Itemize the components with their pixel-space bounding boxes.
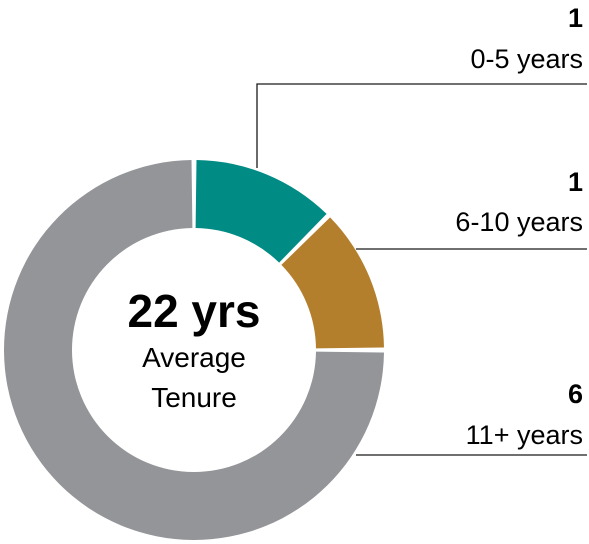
center-value: 22 yrs [127, 285, 260, 337]
slice-value-6-10-years: 1 [568, 167, 583, 197]
leader-lines [256, 83, 587, 456]
slice-0-5-years [195, 160, 327, 263]
slice-6-10-years [281, 217, 384, 349]
slice-value-11-plus-years: 6 [568, 379, 583, 409]
slice-label-6-10-years: 6-10 years [455, 207, 583, 237]
center-label-line2: Tenure [151, 382, 237, 413]
slice-label-0-5-years: 0-5 years [470, 44, 583, 74]
center-label-line1: Average [142, 342, 246, 373]
leader-line-0-5-years [256, 83, 587, 168]
donut-slices [4, 160, 384, 540]
slice-11-plus-years [4, 160, 384, 540]
slice-label-11-plus-years: 11+ years [466, 420, 583, 450]
slice-value-0-5-years: 1 [568, 3, 583, 33]
